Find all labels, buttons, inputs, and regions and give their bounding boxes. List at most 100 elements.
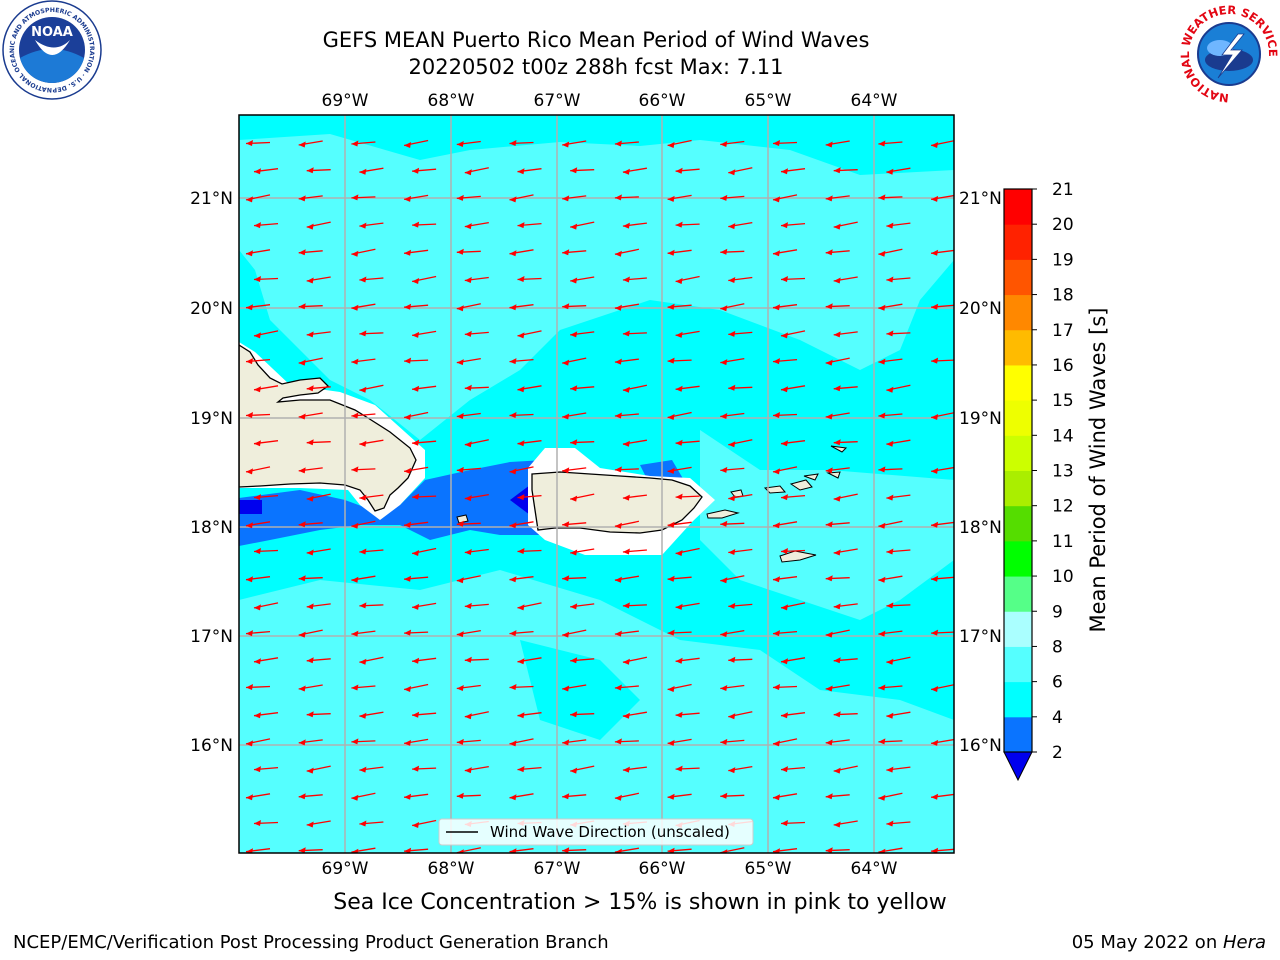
- wave-arrow: [675, 547, 700, 556]
- wave-arrow: [253, 440, 279, 447]
- wave-arrow: [931, 303, 954, 310]
- wave-arrow: [780, 712, 806, 719]
- wave-arrow: [517, 548, 542, 554]
- wave-arrow: [720, 357, 745, 366]
- wave-arrow: [298, 575, 323, 582]
- wave-arrow: [306, 167, 331, 174]
- wave-arrow: [825, 195, 850, 202]
- wave-arrow: [464, 330, 489, 337]
- wave-arrow: [833, 439, 858, 446]
- wave-arrow: [562, 467, 587, 474]
- wave-arrow: [404, 303, 429, 310]
- wave-arrow: [675, 439, 700, 446]
- wave-arrow: [464, 711, 489, 720]
- wave-arrow: [359, 548, 384, 555]
- wave-arrow: [253, 330, 279, 339]
- wave-arrow: [404, 847, 429, 853]
- colorbar-bin: [1004, 646, 1032, 683]
- wave-arrow: [351, 303, 376, 311]
- wave-arrow: [720, 684, 745, 691]
- wave-arrow: [245, 521, 271, 529]
- chart-subtitle-forecast: 20220502 t00z 288h fcst Max: 7.11: [408, 55, 784, 79]
- wave-arrow: [878, 684, 903, 691]
- wave-arrow: [570, 765, 595, 774]
- wave-arrow: [245, 249, 271, 257]
- wave-arrow: [667, 303, 692, 310]
- colorbar-title: Mean Period of Wind Waves [s]: [1086, 308, 1110, 633]
- wave-arrow: [456, 466, 481, 473]
- wave-arrow: [930, 412, 954, 420]
- wave-arrow: [825, 140, 850, 148]
- lat-tick-right: 17°N: [959, 627, 1002, 647]
- wave-arrow: [728, 439, 753, 448]
- graticule: [239, 115, 954, 853]
- colorbar-label: 19: [1052, 250, 1074, 270]
- wave-arrow: [833, 711, 858, 718]
- run-host: Hera: [1222, 932, 1266, 953]
- wave-arrow: [412, 711, 437, 718]
- mona-island-land: [456, 514, 469, 524]
- wave-arrow: [825, 847, 850, 853]
- lon-tick-top: 68°W: [428, 91, 475, 111]
- colorbar-bin: [1004, 294, 1032, 331]
- wave-arrow: [404, 521, 429, 528]
- wave-arrow: [720, 629, 745, 638]
- wave-arrow: [509, 304, 534, 311]
- wave-arrow: [359, 820, 384, 827]
- wave-arrow: [878, 792, 903, 801]
- wave-arrow: [780, 222, 806, 229]
- wave-arrow: [833, 820, 858, 828]
- wave-arrow: [517, 276, 542, 282]
- wave-arrow: [306, 221, 331, 230]
- wave-arrow: [667, 629, 692, 636]
- wave-arrow: [404, 629, 429, 636]
- wave-arrow: [614, 248, 640, 257]
- wave-arrow: [253, 222, 279, 229]
- wave-arrow: [930, 738, 954, 746]
- lon-tick-top: 67°W: [534, 91, 581, 111]
- wave-arrow: [253, 548, 279, 554]
- wave-arrow: [833, 493, 858, 502]
- lat-tick-right: 21°N: [959, 189, 1002, 209]
- wave-arrow: [772, 412, 798, 418]
- wave-arrow: [359, 276, 384, 283]
- wave-arrow: [614, 303, 640, 311]
- wave-arrow: [464, 656, 489, 663]
- wave-arrow: [351, 412, 376, 419]
- wave-arrow: [245, 684, 271, 690]
- wave-arrow: [306, 548, 331, 556]
- wave-arrow: [509, 630, 534, 637]
- wave-arrow: [622, 548, 647, 555]
- wave-arrow: [359, 330, 384, 337]
- wave-arrow: [456, 738, 481, 745]
- wave-arrow: [772, 793, 798, 801]
- wave-arrow: [351, 847, 376, 853]
- nws-logo: NATIONAL WEATHER SERVICE: [1178, 3, 1280, 105]
- colorbar-label: 9: [1052, 602, 1063, 622]
- wave-arrow: [833, 603, 858, 610]
- wave-arrow: [728, 548, 753, 555]
- wave-arrow: [253, 657, 279, 665]
- lat-tick-right: 16°N: [959, 736, 1002, 756]
- wave-arrow: [772, 684, 798, 690]
- colorbar-bin: [1004, 716, 1032, 753]
- colorbar-label: 18: [1052, 286, 1074, 306]
- wave-arrow: [298, 140, 323, 148]
- lon-tick-bottom: 68°W: [428, 859, 475, 879]
- colorbar-bin: [1004, 470, 1032, 507]
- wave-arrow: [509, 140, 534, 146]
- wind-wave-direction-arrows: [245, 139, 954, 853]
- wave-arrow: [720, 194, 745, 201]
- wave-arrow: [720, 303, 745, 312]
- wave-arrow: [780, 330, 806, 339]
- wave-arrow: [622, 276, 647, 283]
- noaa-logo: NATIONAL OCEANIC AND ATMOSPHERIC ADMINIS…: [0, 0, 102, 100]
- wave-arrow: [411, 602, 437, 610]
- wave-arrow: [562, 412, 587, 420]
- colorbar-label: 8: [1052, 637, 1063, 657]
- wave-arrow: [825, 629, 850, 638]
- wave-arrow: [878, 358, 903, 365]
- wave-arrow: [780, 385, 806, 393]
- wave-arrow: [298, 303, 323, 310]
- colorbar-label: 4: [1052, 708, 1063, 728]
